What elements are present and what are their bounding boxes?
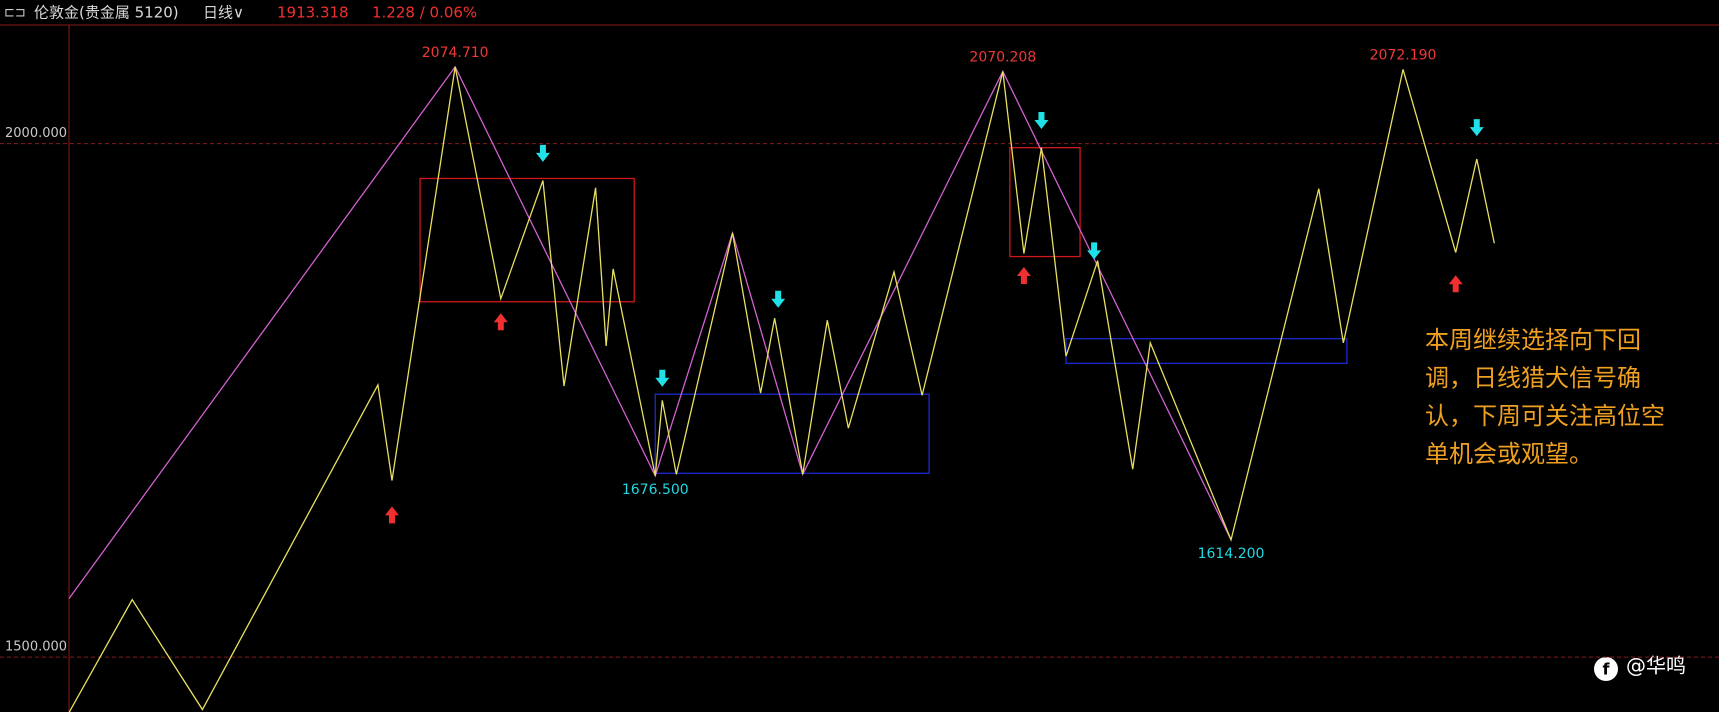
signal-box bbox=[1009, 147, 1081, 258]
sell-arrow bbox=[1034, 111, 1049, 129]
annotation-line: 本周继续选择向下回 bbox=[1425, 326, 1641, 354]
price-label: 2074.710 bbox=[422, 45, 489, 61]
y-tick-label: 2000.000 bbox=[5, 126, 67, 141]
sell-arrow bbox=[1087, 242, 1102, 260]
signal-box bbox=[654, 393, 930, 474]
annotation-line: 调，日线猎犬信号确 bbox=[1425, 364, 1641, 392]
sell-arrow bbox=[655, 369, 670, 387]
buy-arrow bbox=[384, 506, 399, 524]
price-label: 2072.190 bbox=[1370, 47, 1437, 63]
period[interactable]: 日线∨ bbox=[203, 4, 244, 22]
sell-arrow bbox=[771, 290, 786, 308]
change: 1.228 / 0.06% bbox=[372, 4, 477, 22]
watermark-logo-letter: f bbox=[1603, 660, 1611, 679]
watermark-logo bbox=[1594, 657, 1618, 681]
buy-arrow bbox=[1016, 267, 1031, 285]
price-label: 2070.208 bbox=[969, 49, 1036, 65]
buy-arrow bbox=[1448, 275, 1463, 293]
annotation-line: 单机会或观望。 bbox=[1425, 440, 1593, 468]
last-price: 1913.318 bbox=[277, 4, 349, 22]
sell-arrow bbox=[535, 144, 550, 162]
chart-icon: ⊏⊐ bbox=[4, 6, 26, 21]
signal-box bbox=[419, 177, 635, 303]
buy-arrow bbox=[493, 313, 508, 331]
price-label: 1614.200 bbox=[1198, 546, 1265, 562]
zigzag-line bbox=[68, 66, 1495, 712]
instrument[interactable]: 伦敦金(贵金属 5120) bbox=[34, 4, 179, 22]
annotation-line: 认，下周可关注高位空 bbox=[1425, 402, 1665, 430]
price-label: 1676.500 bbox=[622, 482, 689, 498]
sell-arrow bbox=[1469, 119, 1484, 137]
y-tick-label: 1500.000 bbox=[5, 640, 67, 655]
